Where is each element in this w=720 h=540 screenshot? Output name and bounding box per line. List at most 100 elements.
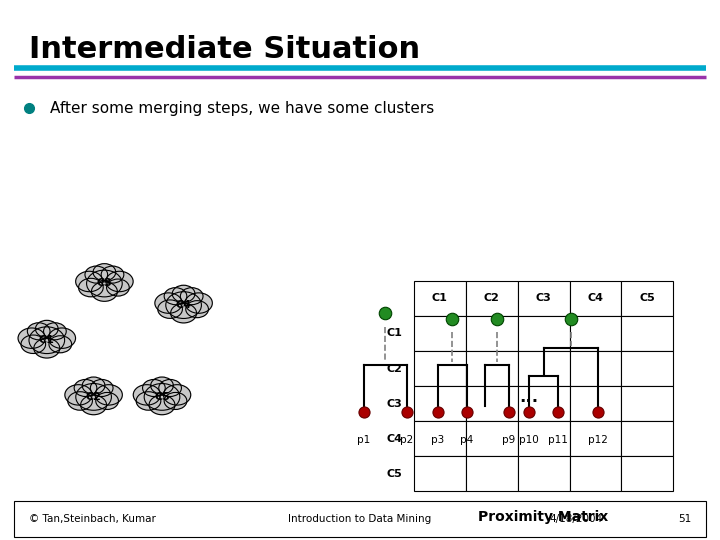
FancyBboxPatch shape [518,281,570,316]
Circle shape [81,395,107,415]
FancyBboxPatch shape [466,386,518,421]
Circle shape [163,384,191,405]
Circle shape [82,377,105,394]
FancyBboxPatch shape [414,316,466,351]
Circle shape [185,293,212,313]
Text: C4: C4 [588,293,603,303]
Circle shape [93,264,116,281]
FancyBboxPatch shape [414,281,466,316]
Text: Proximity Matrix: Proximity Matrix [479,510,608,524]
Text: p1: p1 [357,435,370,445]
Circle shape [180,288,203,305]
Circle shape [171,303,197,323]
Circle shape [48,328,76,348]
Text: C3: C3 [387,399,402,409]
Circle shape [35,320,58,338]
Circle shape [21,335,45,354]
Circle shape [155,293,182,313]
Circle shape [166,292,202,319]
Circle shape [143,380,166,396]
Circle shape [158,300,182,319]
FancyBboxPatch shape [621,456,673,491]
FancyBboxPatch shape [466,351,518,386]
Text: C1: C1 [386,328,402,339]
Text: p11: p11 [548,435,568,445]
Text: p2: p2 [400,435,413,445]
Text: p12: p12 [588,435,608,445]
FancyBboxPatch shape [414,421,466,456]
FancyBboxPatch shape [518,421,570,456]
FancyBboxPatch shape [570,421,621,456]
Text: C1: C1 [432,293,448,303]
FancyBboxPatch shape [621,281,673,316]
Text: p10: p10 [519,435,539,445]
Circle shape [158,380,181,396]
Text: C3: C3 [96,279,112,288]
Circle shape [34,339,60,358]
FancyBboxPatch shape [518,316,570,351]
FancyBboxPatch shape [570,281,621,316]
FancyBboxPatch shape [518,351,570,386]
Circle shape [144,383,180,410]
FancyBboxPatch shape [14,501,706,537]
Text: C4: C4 [386,434,402,444]
Text: Intermediate Situation: Intermediate Situation [29,35,420,64]
FancyBboxPatch shape [518,456,570,491]
Circle shape [133,384,161,405]
Text: 51: 51 [678,515,691,524]
Text: p3: p3 [431,435,444,445]
Circle shape [91,380,113,396]
Circle shape [95,384,122,405]
Text: ...: ... [520,388,539,406]
FancyBboxPatch shape [466,281,518,316]
Text: C2: C2 [484,293,500,303]
Circle shape [85,266,108,283]
Text: C5: C5 [639,293,655,303]
Circle shape [78,278,103,297]
Circle shape [68,392,92,410]
FancyBboxPatch shape [621,421,673,456]
Circle shape [149,395,175,415]
Circle shape [172,285,195,302]
FancyBboxPatch shape [621,351,673,386]
Circle shape [136,392,161,410]
Circle shape [44,323,66,340]
Circle shape [65,384,92,405]
Text: p9: p9 [503,435,516,445]
Text: C3: C3 [536,293,552,303]
FancyBboxPatch shape [570,386,621,421]
Circle shape [164,393,187,409]
Circle shape [96,393,118,409]
Circle shape [76,271,103,292]
Text: Introduction to Data Mining: Introduction to Data Mining [289,515,431,524]
FancyBboxPatch shape [414,351,466,386]
Text: p4: p4 [460,435,473,445]
Circle shape [74,380,96,396]
Circle shape [76,383,112,410]
FancyBboxPatch shape [570,456,621,491]
FancyBboxPatch shape [570,316,621,351]
Circle shape [101,266,124,283]
Circle shape [150,377,174,394]
Circle shape [186,301,209,318]
Text: C2: C2 [86,392,102,402]
FancyBboxPatch shape [518,386,570,421]
FancyBboxPatch shape [466,421,518,456]
Text: C2: C2 [386,363,402,374]
FancyBboxPatch shape [621,316,673,351]
Circle shape [27,323,50,340]
Text: C5: C5 [154,392,170,402]
FancyBboxPatch shape [466,316,518,351]
Circle shape [91,282,117,301]
Text: C1: C1 [39,335,55,345]
FancyBboxPatch shape [414,456,466,491]
Circle shape [106,271,133,292]
Circle shape [164,288,187,305]
Circle shape [29,327,65,354]
FancyBboxPatch shape [466,456,518,491]
Text: C5: C5 [387,469,402,479]
Text: After some merging steps, we have some clusters: After some merging steps, we have some c… [50,100,435,116]
FancyBboxPatch shape [621,386,673,421]
Circle shape [86,270,122,297]
Circle shape [18,328,45,348]
